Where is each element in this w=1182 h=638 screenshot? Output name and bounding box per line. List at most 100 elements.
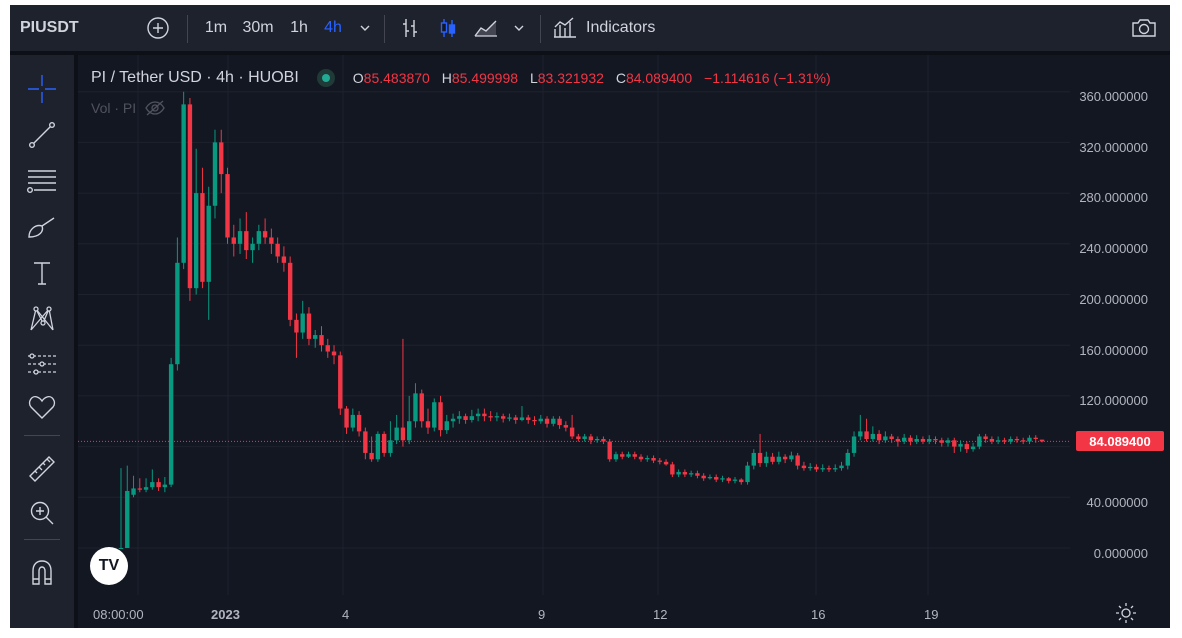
candle-down — [513, 417, 518, 420]
measure-tool-button[interactable] — [10, 451, 74, 487]
candle-down — [920, 438, 926, 442]
low-value: 83.321932 — [537, 70, 604, 86]
candle-up — [851, 436, 857, 453]
candle-down — [262, 231, 268, 238]
price-axis-label: 200.000000 — [1079, 292, 1148, 307]
candle-up — [457, 416, 462, 419]
candle-up — [751, 452, 756, 466]
candle-up — [212, 142, 218, 206]
candle-up — [432, 402, 437, 428]
candle-down — [438, 402, 443, 431]
candle-up — [914, 438, 919, 442]
tradingview-logo[interactable]: TV — [90, 547, 128, 585]
candle-down — [137, 488, 142, 490]
candle-down — [782, 456, 788, 460]
area-icon — [474, 20, 497, 37]
candle-up — [1008, 438, 1013, 442]
add-symbol-button[interactable] — [144, 5, 172, 51]
brush-tool-button[interactable] — [10, 209, 74, 245]
screenshot-button[interactable] — [1126, 5, 1162, 51]
candle-down — [795, 455, 800, 466]
crosshair-tool-button[interactable] — [10, 71, 74, 107]
candle-up — [776, 456, 782, 462]
candle-up — [551, 418, 556, 424]
candle-down — [739, 479, 744, 483]
price-axis-label: 280.000000 — [1079, 190, 1148, 205]
chart-settings-button[interactable] — [1114, 601, 1138, 628]
candle-down — [294, 319, 299, 333]
indicators-button[interactable]: Indicators — [552, 5, 670, 51]
chart-pane[interactable]: PI / Tether USD · 4h · HUOBI O85.483870 … — [78, 55, 1170, 628]
candlestick-chart[interactable] — [78, 55, 1170, 628]
candle-down — [826, 468, 832, 470]
candle-down — [200, 193, 205, 282]
candle-down — [657, 460, 663, 462]
brush-icon — [28, 217, 55, 238]
symbol-search-button[interactable]: PIUSDT — [20, 19, 79, 36]
candle-down — [695, 473, 700, 476]
candle-up — [901, 437, 907, 442]
candle-down — [244, 231, 249, 251]
open-value: 85.483870 — [363, 70, 430, 86]
chart-type-dropdown-button[interactable] — [508, 5, 530, 51]
trend-line-tool-button[interactable] — [10, 117, 74, 153]
candle-up — [494, 416, 500, 418]
candle-up — [250, 243, 255, 251]
candle-up — [350, 414, 356, 428]
candle-down — [231, 237, 236, 244]
ohlc-values: O85.483870 H85.499998 L83.321932 C84.089… — [353, 70, 839, 86]
market-status-dot — [316, 69, 335, 87]
interval-1m-button[interactable]: 1m — [204, 19, 228, 36]
candle-down — [306, 313, 312, 339]
candle-down — [281, 256, 287, 263]
favorites-button[interactable] — [10, 389, 74, 425]
candle-down — [588, 436, 594, 441]
fib-tool-button[interactable] — [10, 163, 74, 199]
pattern-tool-button[interactable] — [10, 301, 74, 337]
candle-down — [269, 237, 274, 244]
candle-up — [707, 477, 713, 479]
candle-up — [839, 465, 844, 469]
eye-hidden-icon[interactable] — [144, 99, 166, 117]
candle-down — [532, 419, 537, 422]
candle-down — [1014, 438, 1020, 441]
interval-1h-button[interactable]: 1h — [290, 19, 308, 36]
candle-down — [544, 418, 550, 424]
bars-style-button[interactable] — [396, 5, 424, 51]
candle-down — [219, 142, 224, 175]
candle-up — [995, 440, 1001, 442]
high-value: 85.499998 — [451, 70, 519, 86]
top-toolbar: PIUSDT 1m 30m 1h 4h Indicators — [10, 5, 1170, 55]
interval-4h-button[interactable]: 4h — [324, 19, 342, 36]
time-axis-label: 19 — [924, 607, 939, 622]
candle-up — [845, 452, 850, 466]
candle-down — [275, 243, 280, 257]
candle-down — [1039, 439, 1045, 442]
zoom-in-button[interactable] — [10, 495, 74, 531]
candles-icon — [440, 19, 456, 37]
magnet-mode-button[interactable] — [10, 555, 74, 591]
chart-legend: PI / Tether USD · 4h · HUOBI O85.483870 … — [91, 69, 839, 87]
candle-up — [150, 482, 155, 488]
time-axis-label: 4 — [342, 607, 350, 622]
area-style-button[interactable] — [470, 5, 502, 51]
forecast-tool-button[interactable] — [10, 347, 74, 383]
interval-dropdown-button[interactable] — [354, 5, 376, 51]
candle-down — [500, 416, 506, 419]
candle-down — [983, 436, 988, 439]
price-axis-label: 360.000000 — [1079, 89, 1148, 104]
candle-down — [225, 174, 230, 238]
close-value: 84.089400 — [625, 70, 693, 86]
candle-down — [770, 456, 775, 462]
candle-down — [187, 104, 193, 289]
price-axis-label: 320.000000 — [1079, 140, 1148, 155]
interval-30m-button[interactable]: 30m — [242, 19, 274, 36]
candles-style-button[interactable] — [434, 5, 462, 51]
text-tool-button[interactable] — [10, 255, 74, 291]
candle-down — [325, 345, 330, 352]
candle-up — [118, 548, 124, 549]
candle-up — [407, 421, 412, 441]
candle-down — [344, 408, 349, 428]
chart-title: PI / Tether USD · 4h · HUOBI — [91, 69, 299, 86]
high-label: H — [441, 70, 452, 86]
